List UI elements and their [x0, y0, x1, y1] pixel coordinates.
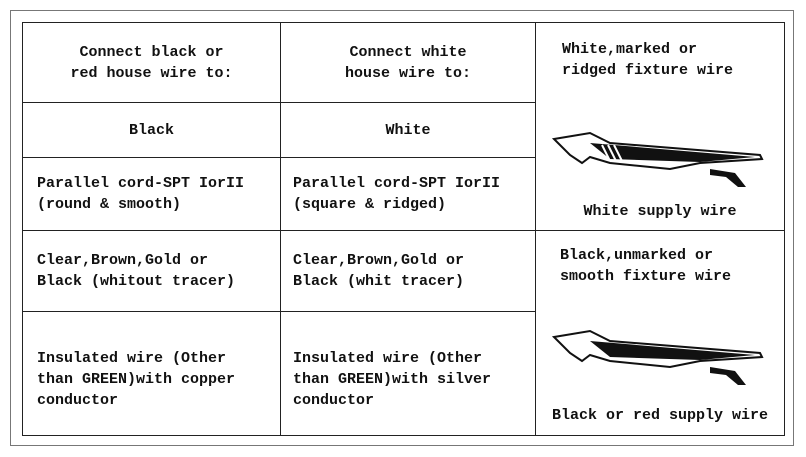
cell-text: ridged fixture wire: [562, 62, 734, 79]
cell: White: [280, 102, 536, 158]
side-cell: Black,unmarked or smooth fixture wire Bl…: [535, 230, 785, 436]
cell-text: Clear,Brown,Gold or: [293, 252, 465, 269]
cell: Clear,Brown,Gold or Black (whitout trace…: [22, 230, 281, 312]
cell-text: (round & smooth): [37, 196, 182, 213]
side-caption: White supply wire: [583, 203, 737, 220]
side-title: Black,unmarked or smooth fixture wire: [560, 245, 731, 287]
cell: Connect black or red house wire to:: [22, 22, 281, 103]
cell-text: Insulated wire (Other: [293, 350, 483, 367]
cell-text: (square & ridged): [293, 196, 447, 213]
cell-text: Insulated wire (Other: [37, 350, 227, 367]
side-caption: Black or red supply wire: [551, 407, 769, 424]
cell-text: Black,unmarked or: [560, 247, 714, 264]
cell: Parallel cord-SPT IorII (square & ridged…: [280, 157, 536, 231]
cell-text: conductor: [293, 392, 375, 409]
cell: Clear,Brown,Gold or Black (whit tracer): [280, 230, 536, 312]
cell-text: Connect black or: [79, 43, 224, 61]
cell: Black: [22, 102, 281, 158]
frame: [10, 10, 794, 446]
cell-text: Black (whitout tracer): [37, 273, 236, 290]
cell: Connect white house wire to:: [280, 22, 536, 103]
cell-text: Parallel cord-SPT IorII: [37, 175, 245, 192]
cell-text: Clear,Brown,Gold or: [37, 252, 209, 269]
cell-text: White: [385, 121, 431, 139]
cell-text: red house wire to:: [70, 64, 233, 82]
cell-text: conductor: [37, 392, 119, 409]
cell-text: White,marked or: [562, 41, 698, 58]
cell-text: than GREEN)with silver: [293, 371, 492, 388]
cell-text: Parallel cord-SPT IorII: [293, 175, 501, 192]
cell-text: house wire to:: [344, 64, 472, 82]
cell: Parallel cord-SPT IorII (round & smooth): [22, 157, 281, 231]
cell-text: than GREEN)with copper: [37, 371, 236, 388]
cell-text: Black (whit tracer): [293, 273, 465, 290]
wire-icon: [551, 329, 764, 385]
side-title: White,marked or ridged fixture wire: [562, 39, 733, 81]
wire-icon: [551, 131, 764, 187]
cell-text: Black: [128, 121, 174, 139]
cell-text: Connect white: [349, 43, 467, 61]
cell-text: smooth fixture wire: [560, 268, 732, 285]
side-cell: White,marked or ridged fixture wire Whit…: [535, 22, 785, 231]
cell: Insulated wire (Other than GREEN)with co…: [22, 311, 281, 436]
cell: Insulated wire (Other than GREEN)with si…: [280, 311, 536, 436]
